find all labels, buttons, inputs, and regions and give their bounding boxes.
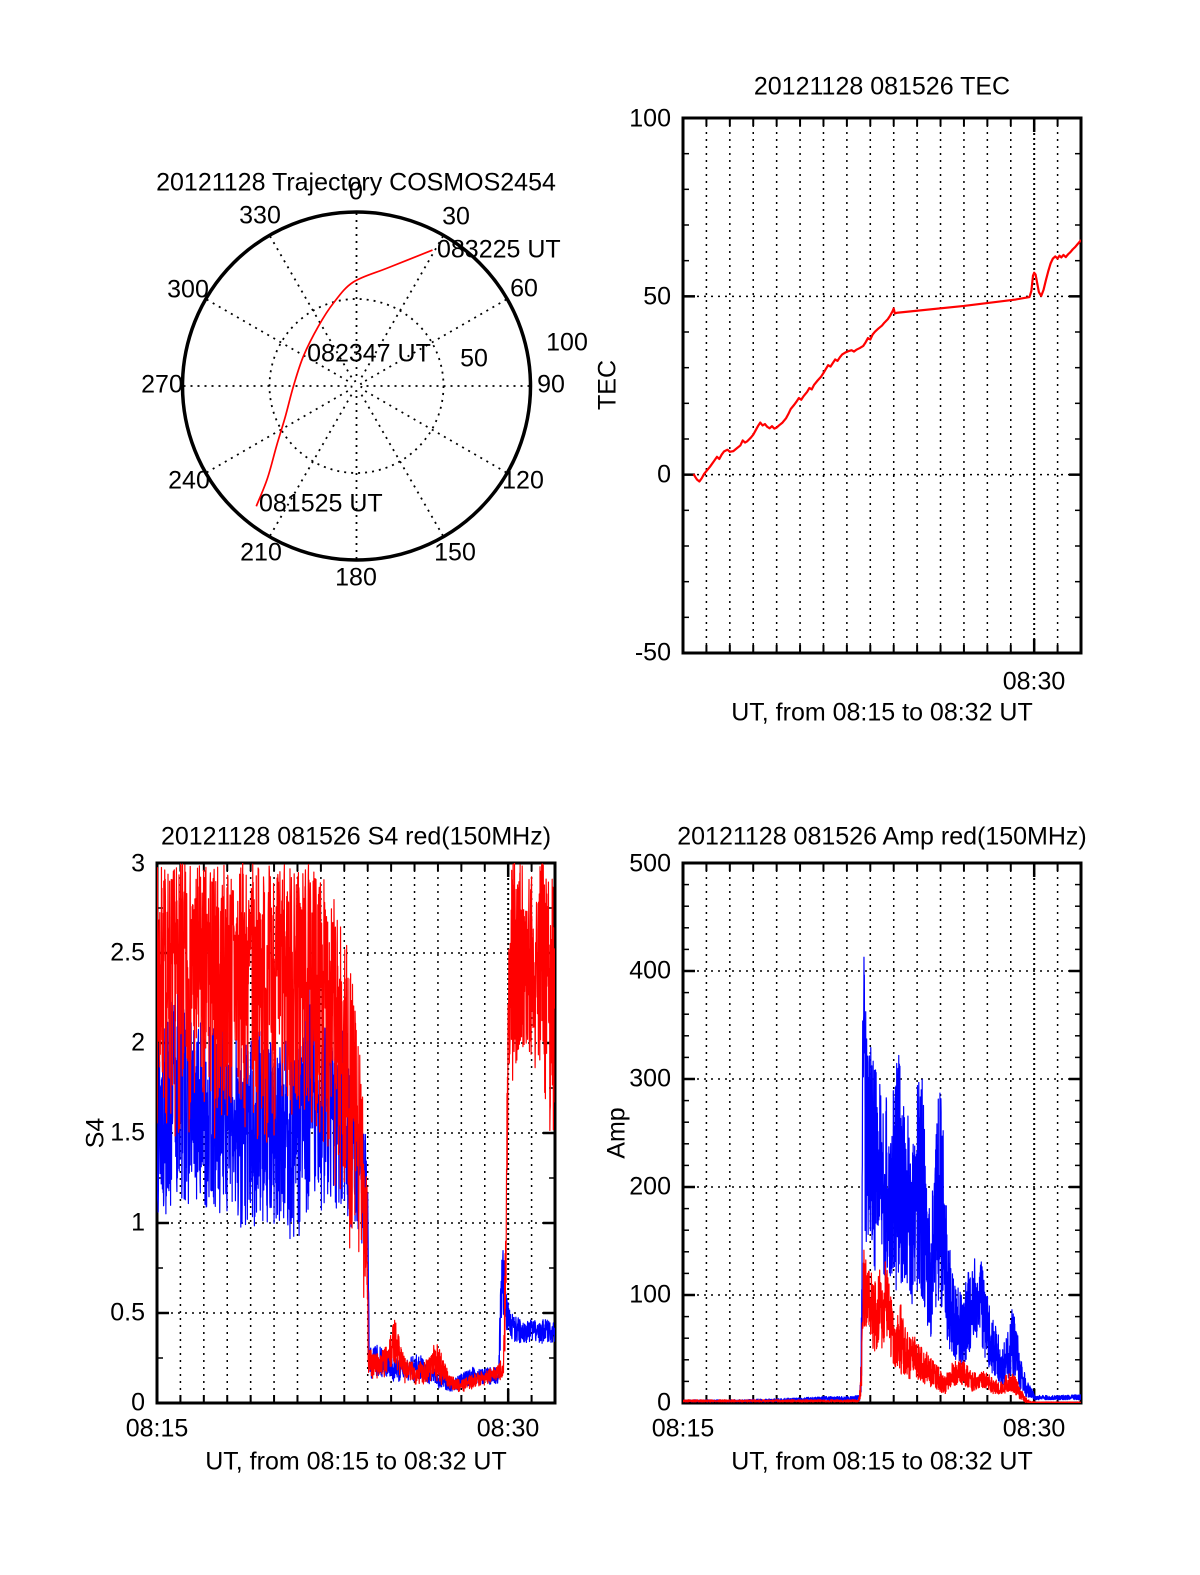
amp-y-tick-label: 0 — [657, 1388, 671, 1417]
tec-plot — [681, 116, 1083, 655]
polar-plot — [180, 210, 533, 562]
tec-y-tick-label: 0 — [657, 460, 671, 489]
tec-y-tick-label: 100 — [629, 104, 671, 133]
polar-radial-tick-label: 100 — [546, 328, 588, 357]
amp-title: 20121128 081526 Amp red(150MHz) — [677, 822, 1087, 851]
polar-angle-tick-label: 270 — [141, 370, 183, 399]
polar-angle-tick-label: 330 — [239, 201, 281, 230]
s4-y-tick-label: 2.5 — [110, 938, 145, 967]
amp-x-tick-label: 08:30 — [1002, 1414, 1066, 1443]
tec-title: 20121128 081526 TEC — [753, 72, 1011, 101]
tec-x-axis-label: UT, from 08:15 to 08:32 UT — [731, 698, 1033, 727]
s4-y-tick-label: 0 — [131, 1388, 145, 1417]
amp-series-red — [683, 1249, 1081, 1403]
polar-outer-circle — [180, 210, 533, 562]
tec-x-tick-label: 08:30 — [1002, 667, 1066, 696]
polar-spoke — [364, 390, 508, 474]
tec-y-axis-label: TEC — [593, 360, 622, 410]
s4-title: 20121128 081526 S4 red(150MHz) — [160, 822, 552, 851]
s4-series-red — [157, 863, 555, 1393]
s4-y-axis-label: S4 — [81, 1117, 110, 1149]
polar-title: 20121128 Trajectory COSMOS2454 — [156, 168, 556, 197]
polar-angle-tick-label: 300 — [167, 275, 209, 304]
amp-plot — [681, 861, 1083, 1405]
s4-plot — [155, 861, 557, 1405]
s4-x-tick-label: 08:30 — [476, 1414, 540, 1443]
s4-y-tick-label: 0.5 — [110, 1298, 145, 1327]
polar-grid-circle-50 — [268, 298, 445, 474]
trajectory-path — [255, 249, 433, 507]
amp-axes-border — [681, 861, 1083, 1405]
polar-radial-tick-label: 50 — [460, 344, 488, 373]
tec-axes-border — [681, 116, 1083, 655]
s4-x-tick-label: 08:15 — [125, 1414, 189, 1443]
polar-angle-tick-label: 180 — [335, 563, 377, 592]
tec-series-red — [692, 239, 1081, 483]
amp-y-tick-label: 300 — [629, 1064, 671, 1093]
amp-y-tick-label: 100 — [629, 1280, 671, 1309]
s4-y-tick-label: 2 — [131, 1028, 145, 1057]
polar-spoke — [205, 390, 349, 474]
tec-y-tick-label: -50 — [634, 638, 671, 667]
polar-angle-tick-label: 150 — [434, 538, 476, 567]
polar-angle-tick-label: 120 — [502, 466, 544, 495]
s4-y-tick-label: 3 — [131, 849, 145, 878]
s4-x-axis-label: UT, from 08:15 to 08:32 UT — [205, 1447, 507, 1476]
s4-y-tick-label: 1.5 — [110, 1118, 145, 1147]
trajectory-mid-time-annotation: 082347 UT — [307, 339, 431, 368]
amp-y-axis-label: Amp — [602, 1107, 631, 1159]
polar-angle-tick-label: 60 — [510, 274, 538, 303]
amp-x-axis-label: UT, from 08:15 to 08:32 UT — [731, 1447, 1033, 1476]
polar-angle-tick-label: 30 — [442, 202, 470, 231]
amp-y-tick-label: 400 — [629, 956, 671, 985]
polar-angle-tick-label: 90 — [537, 370, 565, 399]
trajectory-start-time-annotation: 081525 UT — [259, 489, 383, 518]
polar-angle-tick-label: 240 — [168, 466, 210, 495]
amp-y-tick-label: 200 — [629, 1172, 671, 1201]
s4-y-tick-label: 1 — [131, 1208, 145, 1237]
trajectory-end-time-annotation: 083225 UT — [437, 235, 561, 264]
tec-y-tick-label: 50 — [643, 282, 671, 311]
amp-y-tick-label: 500 — [629, 849, 671, 878]
polar-grid-circle-centre — [350, 380, 363, 392]
amp-x-tick-label: 08:15 — [651, 1414, 715, 1443]
polar-angle-tick-label: 0 — [349, 177, 363, 206]
polar-angle-tick-label: 210 — [240, 538, 282, 567]
